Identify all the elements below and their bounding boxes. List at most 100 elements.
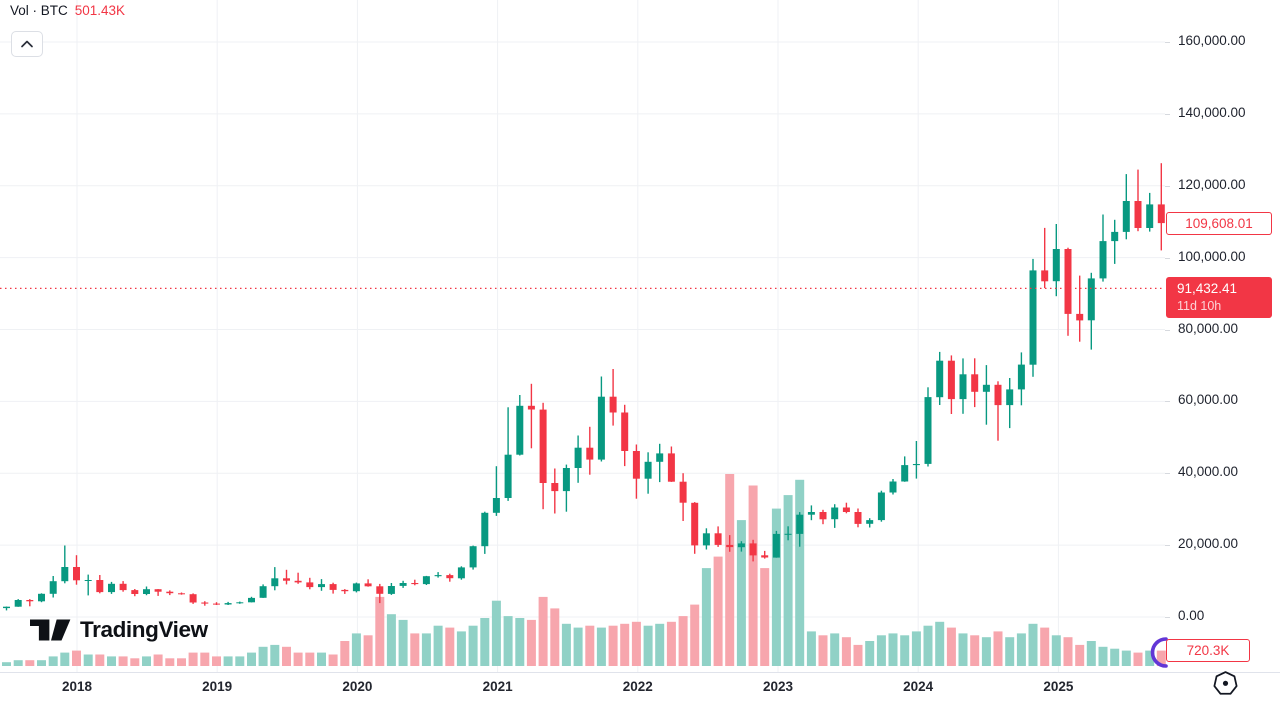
- candle: [516, 405, 524, 455]
- volume-bar: [538, 596, 548, 666]
- volume-bar: [1075, 644, 1085, 666]
- indicator-legend: Vol · BTC 501.43K: [10, 3, 125, 18]
- volume-bar: [946, 627, 956, 666]
- volume-bar: [247, 652, 256, 666]
- volume-bar: [993, 631, 1003, 666]
- candle: [994, 384, 1002, 406]
- price-axis-label: 0.00: [1178, 608, 1205, 623]
- countdown-price-value: 91,432.41: [1177, 281, 1238, 297]
- candle: [306, 582, 314, 588]
- volume-bar: [200, 652, 210, 666]
- volume-bar: [480, 618, 490, 666]
- year-label: 2019: [202, 679, 233, 694]
- volume-bar: [923, 625, 933, 666]
- hexagon-settings-icon[interactable]: [1212, 670, 1239, 702]
- candle: [574, 447, 582, 468]
- price-axis-label: 120,000.00: [1178, 176, 1246, 192]
- volume-bar: [1063, 637, 1073, 666]
- candle: [1122, 201, 1130, 232]
- volume-bar: [841, 637, 851, 666]
- indicator-title: Vol · BTC: [10, 3, 68, 18]
- indicator-value: 501.43K: [74, 3, 126, 18]
- volume-bar: [1016, 633, 1026, 666]
- volume-bar: [970, 635, 980, 666]
- candle: [387, 586, 395, 594]
- candle: [819, 512, 827, 520]
- candle: [551, 483, 559, 492]
- candle: [807, 512, 815, 515]
- candle: [73, 567, 80, 581]
- candle: [143, 589, 150, 594]
- price-axis-label: 140,000.00: [1178, 104, 1246, 120]
- volume-bar: [608, 625, 618, 666]
- volume-bar: [13, 660, 23, 666]
- price-tick: [1165, 329, 1170, 331]
- volume-bar: [865, 641, 875, 666]
- candle: [434, 575, 442, 577]
- candle: [318, 584, 325, 588]
- price-tick: [1165, 113, 1170, 115]
- candle: [1111, 231, 1119, 242]
- candle: [38, 593, 45, 602]
- candle: [714, 533, 722, 545]
- volume-bar: [806, 631, 816, 666]
- tradingview-logo[interactable]: TradingView: [30, 617, 208, 643]
- volume-bar: [596, 627, 606, 666]
- price-axis-label: 20,000.00: [1178, 536, 1239, 552]
- collapse-pane-button[interactable]: [11, 31, 43, 57]
- candle: [446, 575, 454, 579]
- candle: [283, 578, 290, 581]
- volume-bar: [666, 621, 676, 666]
- volume-bar: [503, 616, 513, 666]
- volume-bar: [748, 485, 758, 666]
- candle: [1017, 364, 1025, 390]
- candle: [469, 546, 477, 568]
- candle: [924, 397, 932, 464]
- candle: [189, 594, 197, 603]
- year-label: 2025: [1043, 679, 1074, 694]
- volume-bar: [328, 654, 338, 666]
- candle: [1157, 204, 1165, 224]
- volume-bar: [678, 616, 688, 666]
- volume-bar: [72, 650, 81, 666]
- volume-bar: [351, 633, 361, 666]
- volume-bar: [888, 633, 898, 666]
- candle: [201, 602, 209, 604]
- candle: [889, 481, 897, 493]
- volume-bar: [1005, 637, 1015, 666]
- candle: [796, 514, 804, 534]
- candle: [61, 567, 69, 582]
- volume-layer: [2, 474, 1166, 666]
- candle: [1052, 249, 1060, 282]
- volume-bar: [60, 652, 70, 666]
- volume-bar: [1145, 650, 1155, 666]
- volume-bar: [165, 658, 175, 666]
- candle: [411, 583, 419, 585]
- candle: [644, 461, 652, 479]
- candle: [866, 520, 874, 524]
- candle: [784, 533, 792, 535]
- volume-bar: [142, 656, 151, 666]
- volume-bar: [212, 656, 221, 666]
- volume-bar: [95, 654, 105, 666]
- volume-bar: [515, 618, 525, 666]
- candle: [831, 507, 839, 520]
- volume-bar: [935, 621, 945, 666]
- volume-bar: [177, 658, 186, 666]
- candle: [667, 453, 675, 482]
- candle: [119, 583, 127, 591]
- chevron-up-icon: [21, 40, 33, 48]
- candle: [597, 396, 605, 460]
- volume-bar: [340, 641, 350, 666]
- price-axis-label: 100,000.00: [1178, 248, 1246, 264]
- candle: [1099, 241, 1107, 279]
- price-tick: [1165, 473, 1170, 475]
- candle: [702, 533, 710, 546]
- price-axis-label: 40,000.00: [1178, 464, 1239, 480]
- volume-bar: [1156, 650, 1166, 666]
- volume-bar: [83, 654, 93, 666]
- candle: [457, 567, 465, 579]
- candle: [936, 360, 944, 398]
